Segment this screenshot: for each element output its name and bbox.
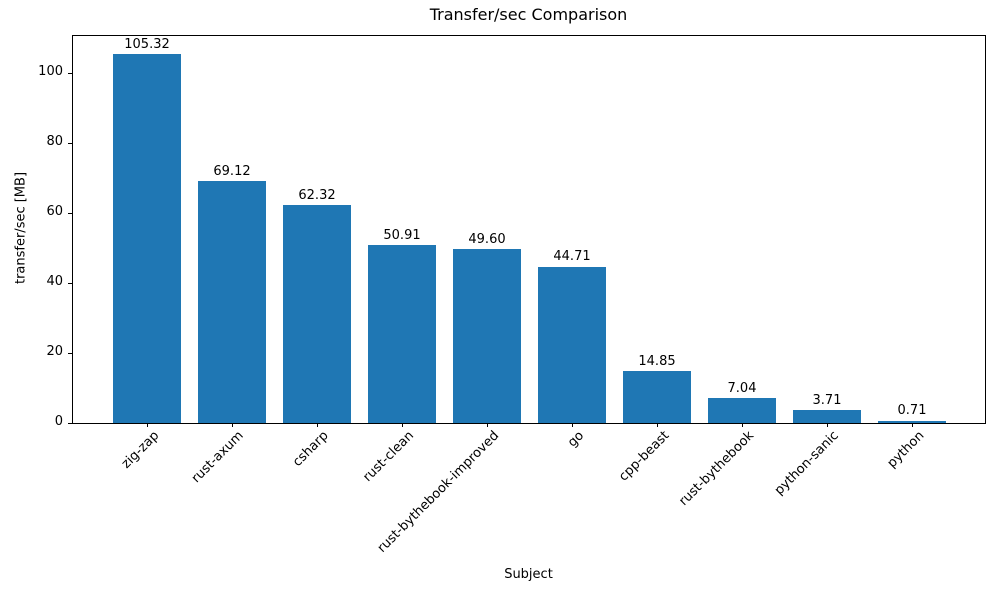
x-tick-mark [147, 423, 148, 427]
y-tick-label: 80 [46, 134, 63, 150]
y-tick-mark [68, 212, 72, 214]
y-tick-mark [68, 422, 72, 424]
x-tick-label: python [884, 428, 927, 472]
y-tick-mark [68, 282, 72, 284]
bar-value-label: 3.71 [812, 392, 842, 408]
y-tick-label: 20 [46, 344, 63, 360]
bar[interactable] [198, 181, 266, 423]
x-tick-label: rust-clean [360, 428, 417, 485]
x-tick-label: python-sanic [771, 428, 842, 499]
x-tick-mark [742, 423, 743, 427]
x-tick-mark [827, 423, 828, 427]
y-tick-mark [68, 142, 72, 144]
bar-value-label: 7.04 [727, 381, 757, 397]
chart-title: Transfer/sec Comparison [429, 5, 628, 24]
y-tick-label: 60 [46, 204, 63, 220]
y-axis-label: transfer/sec [MB] [13, 171, 29, 285]
bar[interactable] [878, 420, 946, 423]
y-tick-mark [68, 352, 72, 354]
x-tick-mark [657, 423, 658, 427]
x-tick-label: rust-bythebook [676, 428, 757, 509]
x-tick-label: cpp-beast [615, 428, 672, 485]
bar[interactable] [453, 249, 521, 423]
x-axis-label: Subject [504, 567, 553, 582]
bar[interactable] [368, 244, 436, 423]
bar-value-label: 62.32 [298, 187, 336, 203]
bar-value-label: 50.91 [383, 227, 421, 243]
x-tick-label: rust-axum [189, 428, 247, 487]
y-tick-label: 100 [38, 64, 63, 80]
y-tick-label: 40 [46, 274, 63, 290]
x-tick-mark [912, 423, 913, 427]
x-tick-mark [487, 423, 488, 427]
bar[interactable] [793, 410, 861, 423]
bar[interactable] [623, 371, 691, 423]
x-tick-label: go [564, 428, 587, 451]
x-tick-mark [232, 423, 233, 427]
bar-value-label: 0.71 [897, 403, 927, 419]
bar[interactable] [538, 266, 606, 423]
bar[interactable] [113, 54, 181, 423]
bar[interactable] [708, 398, 776, 423]
plot-area: 0 20 40 60 80 100 105.32 zig-zap 69.12 rust-axum 6… [38, 35, 986, 556]
x-tick-label: csharp [290, 428, 332, 470]
bar-value-label: 14.85 [638, 353, 676, 369]
y-tick-mark [68, 72, 72, 74]
x-tick-mark [572, 423, 573, 427]
bar[interactable] [283, 204, 351, 423]
bar-value-label: 44.71 [553, 249, 591, 265]
bar-value-label: 69.12 [213, 163, 251, 179]
bar-value-label: 49.60 [468, 232, 506, 248]
bar-value-label: 105.32 [124, 37, 170, 53]
x-tick-mark [317, 423, 318, 427]
y-tick-label: 0 [54, 414, 63, 429]
x-tick-mark [402, 423, 403, 427]
x-tick-label: zig-zap [118, 428, 162, 472]
